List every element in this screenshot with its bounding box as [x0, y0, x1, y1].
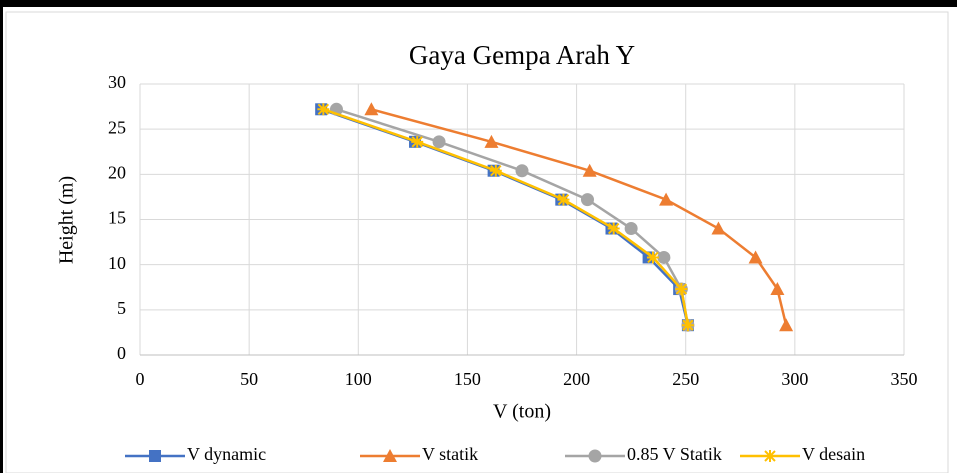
x-tick-label: 200	[563, 369, 590, 389]
y-tick-label: 5	[117, 298, 126, 318]
y-tick-label: 0	[117, 343, 126, 363]
marker	[681, 319, 694, 332]
legend-label: 0.85 V Statik	[627, 444, 722, 464]
marker	[364, 102, 379, 116]
marker	[515, 164, 529, 178]
legend-marker	[588, 449, 602, 463]
marker	[484, 134, 499, 148]
marker	[711, 221, 726, 235]
x-tick-label: 100	[345, 369, 372, 389]
legend-label: V desain	[802, 444, 865, 464]
legend-item: V dynamic	[125, 444, 266, 464]
series-line	[371, 108, 788, 326]
legend-marker	[764, 450, 776, 462]
marker	[624, 222, 638, 236]
marker	[317, 103, 330, 116]
x-tick-label: 350	[891, 369, 918, 389]
chart-title: Gaya Gempa Arah Y	[409, 40, 635, 70]
legend-marker	[149, 450, 161, 462]
x-tick-label: 50	[240, 369, 258, 389]
x-tick-label: 0	[136, 369, 145, 389]
y-tick-label: 30	[108, 72, 126, 92]
legend-label: V dynamic	[187, 444, 266, 464]
y-tick-label: 10	[108, 253, 126, 273]
marker	[779, 318, 794, 332]
legend-item: 0.85 V Statik	[565, 444, 722, 464]
legend-item: V desain	[740, 444, 865, 464]
legend-item: V statik	[360, 444, 478, 464]
marker	[557, 193, 570, 206]
marker	[659, 192, 674, 206]
marker	[675, 283, 688, 296]
x-tick-label: 250	[672, 369, 699, 389]
y-tick-label: 15	[108, 208, 126, 228]
marker	[657, 250, 671, 264]
marker	[646, 251, 659, 264]
top-border	[0, 0, 957, 7]
legend-label: V statik	[422, 444, 478, 464]
marker	[411, 135, 424, 148]
marker	[432, 135, 446, 149]
x-tick-label: 300	[781, 369, 808, 389]
x-axis-title: V (ton)	[493, 401, 551, 423]
marker	[607, 222, 620, 235]
marker	[582, 163, 597, 177]
y-axis-title: Height (m)	[56, 176, 78, 264]
legend-marker	[383, 449, 397, 462]
left-border	[0, 0, 3, 473]
chart-frame	[5, 11, 949, 473]
y-tick-label: 20	[108, 162, 126, 182]
marker	[770, 282, 785, 296]
y-tick-label: 25	[108, 117, 126, 137]
x-tick-label: 150	[454, 369, 481, 389]
marker	[489, 164, 502, 177]
marker	[580, 193, 594, 207]
marker	[748, 250, 763, 264]
